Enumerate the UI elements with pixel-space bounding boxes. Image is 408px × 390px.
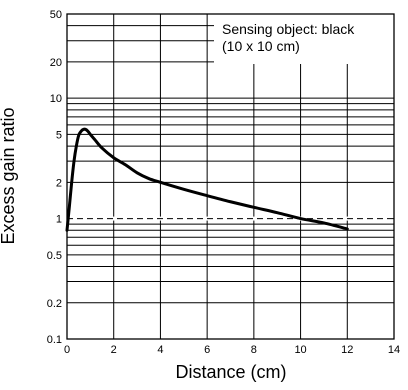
x-tick-label: 6 (204, 344, 210, 356)
y-tick-label: 20 (50, 57, 62, 69)
x-tick-label: 0 (64, 344, 70, 356)
series-line-0 (65, 127, 349, 232)
y-axis-title: Excess gain ratio (0, 107, 18, 244)
x-tick-label: 12 (341, 344, 353, 356)
series-layer (65, 127, 349, 232)
annotation-background (214, 14, 394, 64)
x-tick-label: 10 (294, 344, 306, 356)
x-tick-label: 14 (388, 344, 400, 356)
plot-frame (66, 13, 395, 340)
annotation-line-1: Sensing object: black (222, 21, 355, 37)
x-tick-label: 2 (111, 344, 117, 356)
annotation-box: Sensing object: black (10 x 10 cm) (214, 14, 394, 64)
y-tick-label: 10 (50, 93, 62, 105)
x-axis-title: Distance (cm) (175, 362, 286, 382)
annotation-line-2: (10 x 10 cm) (222, 38, 300, 54)
x-axis-ticks: 0 2 4 6 8 10 12 14 (64, 344, 400, 356)
y-tick-label: 2 (56, 177, 62, 189)
y-tick-label: 0.2 (47, 298, 62, 310)
y-tick-label: 5 (56, 129, 62, 141)
reference-line-layer (67, 216, 394, 221)
y-tick-label: 0.5 (47, 250, 62, 262)
x-tick-label: 4 (157, 344, 163, 356)
y-tick-label: 1 (56, 214, 62, 226)
y-tick-label: 50 (50, 9, 62, 21)
x-tick-label: 8 (251, 344, 257, 356)
y-tick-label: 0.1 (47, 334, 62, 346)
y-axis-ticks: 0.1 0.2 0.5 1 2 5 10 20 50 (47, 9, 62, 346)
